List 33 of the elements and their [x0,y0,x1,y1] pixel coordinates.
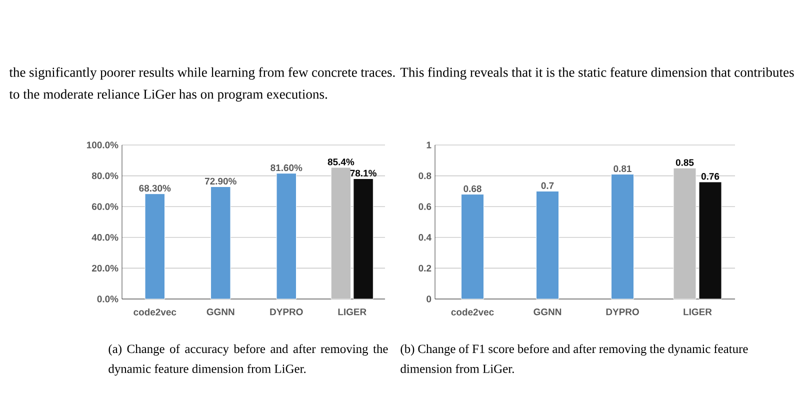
text: (a) Change of accuracy before and after removing the dynamic feature dimension from LiGer. [108,344,388,376]
data-label: 0.81 [614,165,632,172]
x-tick-label: GGNN [534,308,562,316]
data-label: 0.68 [464,185,482,192]
y-tick-label: 0.6 [418,203,432,210]
x-tick-label: LIGER [338,308,366,316]
data-label: 85.4% [328,158,354,166]
data-label: 68.30% [139,184,171,192]
x-tick-label: code2vec [451,308,494,316]
y-tick-label: 0.2 [418,264,432,272]
data-label: 81.60% [270,164,302,172]
data-label: 0.85 [676,159,694,166]
x-tick-label: LIGER [684,308,712,316]
x-tick-label: GGNN [206,308,234,316]
y-tick-label: 60.0% [92,203,118,210]
y-tick-label: 100.0% [86,142,118,148]
x-tick-label: DYPRO [270,308,303,316]
data-label: 78.1% [350,170,376,177]
text: the significantly poorer results while learning from few concrete traces. This finding reveals that it is the static feature dimension that contributes to the moderate reliance LiGer has on program executions. [9,67,794,102]
x-tick-label: DYPRO [606,308,639,316]
y-tick-label: 0.0% [97,296,118,302]
data-label: 0.7 [541,182,554,189]
y-tick-label: 40.0% [92,234,118,241]
x-tick-label: code2vec [134,308,176,316]
y-tick-label: 0.8 [418,172,432,180]
y-tick-label: 1 [426,142,432,148]
y-tick-label: 0.4 [418,234,432,241]
data-label: 0.76 [701,173,720,180]
y-tick-label: 0 [426,296,432,302]
data-label: 72.90% [204,178,236,185]
y-tick-label: 80.0% [92,172,118,180]
y-tick-label: 20.0% [92,264,118,272]
text: (b) Change of F1 score before and after removing the dynamic feature dimension from LiGer. [400,344,748,374]
